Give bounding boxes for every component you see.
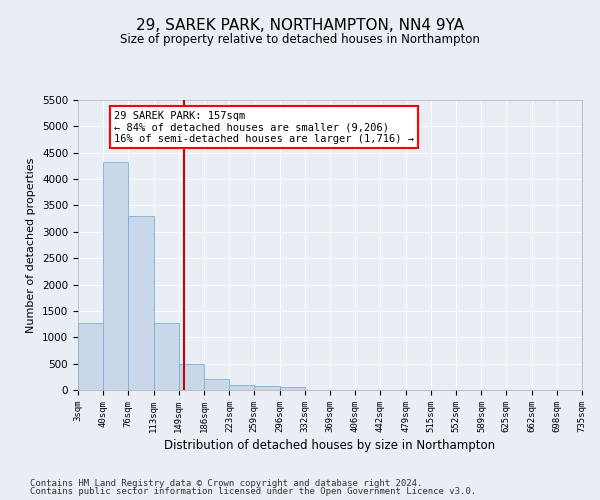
Text: Contains public sector information licensed under the Open Government Licence v3: Contains public sector information licen… xyxy=(30,487,476,496)
Bar xyxy=(229,385,254,390)
Bar xyxy=(179,364,204,390)
Y-axis label: Number of detached properties: Number of detached properties xyxy=(26,158,37,332)
Bar xyxy=(103,162,128,390)
Bar xyxy=(254,386,280,390)
Bar xyxy=(128,216,154,390)
Bar xyxy=(78,323,103,390)
Text: Size of property relative to detached houses in Northampton: Size of property relative to detached ho… xyxy=(120,32,480,46)
Bar xyxy=(204,378,229,390)
Text: 29 SAREK PARK: 157sqm
← 84% of detached houses are smaller (9,206)
16% of semi-d: 29 SAREK PARK: 157sqm ← 84% of detached … xyxy=(114,110,414,144)
Text: 29, SAREK PARK, NORTHAMPTON, NN4 9YA: 29, SAREK PARK, NORTHAMPTON, NN4 9YA xyxy=(136,18,464,32)
Text: Contains HM Land Registry data © Crown copyright and database right 2024.: Contains HM Land Registry data © Crown c… xyxy=(30,478,422,488)
Bar xyxy=(280,386,305,390)
X-axis label: Distribution of detached houses by size in Northampton: Distribution of detached houses by size … xyxy=(164,439,496,452)
Bar xyxy=(154,322,179,390)
